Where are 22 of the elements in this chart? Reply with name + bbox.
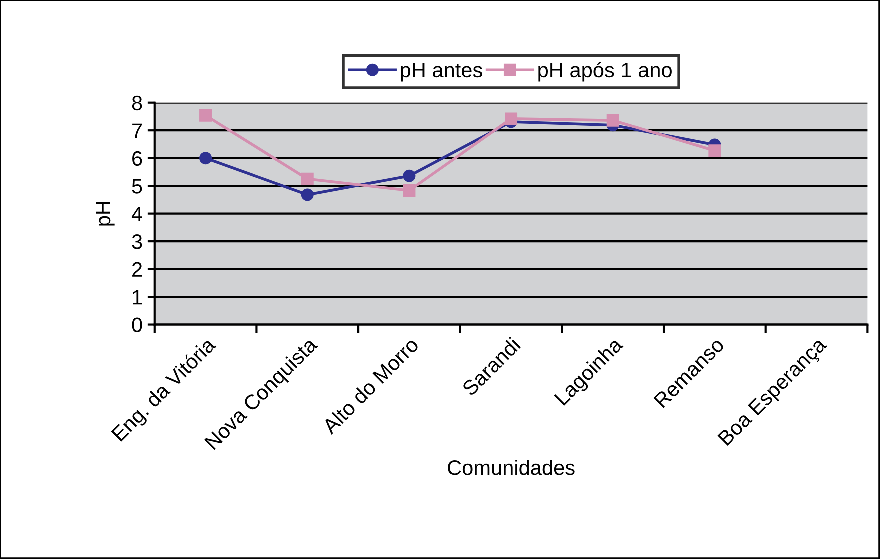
point <box>606 114 620 127</box>
y-axis-title: pH <box>96 202 115 226</box>
point <box>403 184 416 198</box>
point <box>200 109 212 122</box>
y-tick-label: 8 <box>132 96 142 111</box>
x-axis-title: Comunidades <box>448 460 575 476</box>
point <box>403 170 416 182</box>
legend-label: pH antes <box>401 63 482 82</box>
y-tick-label: 1 <box>133 290 142 305</box>
point <box>301 188 314 202</box>
y-tick-label: 3 <box>132 234 142 250</box>
point <box>505 112 518 126</box>
y-tick-label: 2 <box>132 262 142 277</box>
point <box>301 172 314 186</box>
legend-label: pH após 1 ano <box>538 62 672 82</box>
y-tick-label: 5 <box>132 179 142 194</box>
y-tick-label: 4 <box>132 207 142 222</box>
y-tick-label: 6 <box>132 151 142 166</box>
point <box>200 152 212 165</box>
point <box>708 144 722 158</box>
y-tick-label: 0 <box>132 318 142 333</box>
y-tick-label: 7 <box>132 124 142 138</box>
